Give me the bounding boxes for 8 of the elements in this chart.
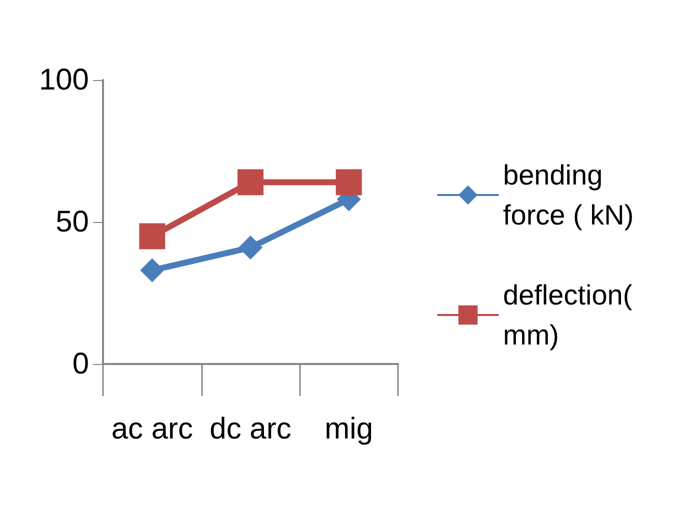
- x-tick-label: ac arc: [111, 412, 194, 446]
- x-tick-label: mig: [324, 412, 374, 446]
- legend-label: bending force ( kN): [503, 160, 634, 230]
- y-tick-label: 0: [72, 348, 89, 380]
- y-tick-label: 50: [56, 206, 89, 238]
- y-tick-label: 100: [38, 64, 89, 96]
- legend-label: deflection(mm): [503, 280, 633, 350]
- x-tick-label: dc arc: [210, 412, 292, 446]
